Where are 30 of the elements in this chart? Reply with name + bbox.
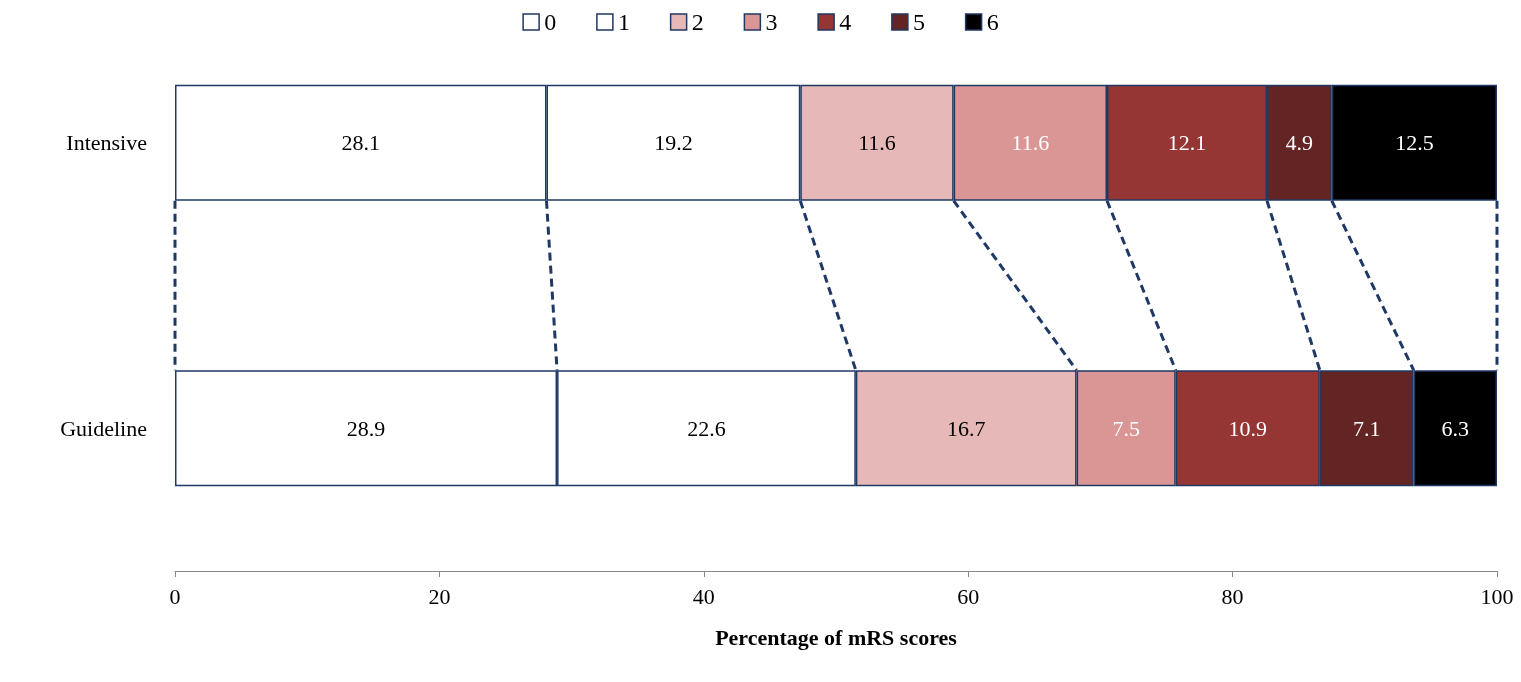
data-label: 28.1 [341, 130, 380, 156]
x-tick-label: 80 [1221, 583, 1244, 609]
legend-label: 4 [839, 9, 852, 35]
x-tick-label: 60 [957, 583, 980, 609]
x-axis-title: Percentage of mRS scores [715, 624, 958, 650]
data-label: 4.9 [1285, 130, 1314, 156]
data-label: 12.1 [1167, 130, 1207, 156]
legend-label: 3 [765, 9, 778, 35]
data-label: 11.6 [858, 130, 896, 156]
x-tick-label: 0 [169, 583, 181, 609]
x-tick-label: 100 [1480, 583, 1514, 609]
x-tick-label: 40 [692, 583, 715, 609]
data-label: 11.6 [1011, 130, 1050, 156]
data-label: 12.5 [1395, 130, 1434, 156]
data-label: 16.7 [946, 415, 986, 441]
legend-label: 5 [912, 9, 925, 35]
legend-label: 0 [544, 9, 557, 35]
legend-label: 1 [617, 9, 630, 35]
data-label: 19.2 [654, 130, 693, 156]
data-label: 7.1 [1353, 415, 1381, 441]
x-tick-label: 20 [428, 583, 451, 609]
data-label: 28.9 [346, 415, 386, 441]
legend-label: 6 [986, 9, 999, 35]
legend-label: 2 [691, 9, 704, 35]
data-label: 7.5 [1112, 415, 1140, 441]
data-label: 10.9 [1228, 415, 1268, 441]
data-label: 22.6 [687, 415, 726, 441]
data-label: 6.3 [1441, 415, 1470, 441]
y-tick-label: Intensive [66, 130, 147, 156]
y-tick-label: Guideline [60, 415, 147, 441]
